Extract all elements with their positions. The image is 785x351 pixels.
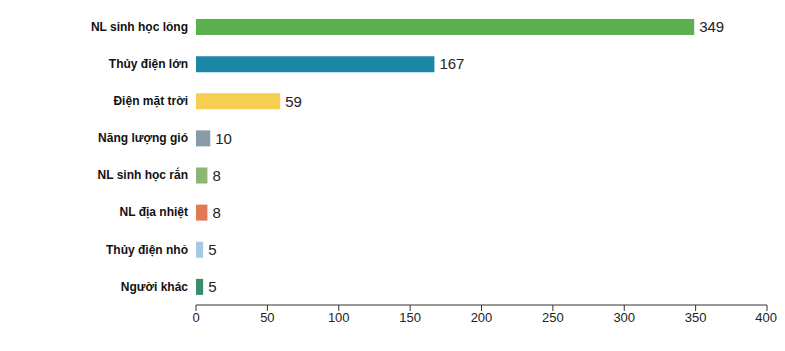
svg-text:NL sinh học rắn: NL sinh học rắn: [98, 167, 188, 182]
svg-text:8: 8: [212, 204, 220, 221]
svg-text:300: 300: [613, 310, 635, 325]
svg-text:100: 100: [328, 310, 350, 325]
svg-text:8: 8: [212, 167, 220, 184]
svg-text:349: 349: [699, 18, 724, 35]
svg-text:350: 350: [685, 310, 707, 325]
svg-text:150: 150: [399, 310, 421, 325]
svg-text:Thủy điện nhỏ: Thủy điện nhỏ: [106, 243, 188, 257]
svg-text:0: 0: [192, 310, 199, 325]
svg-text:250: 250: [542, 310, 564, 325]
svg-text:200: 200: [471, 310, 493, 325]
svg-text:10: 10: [215, 130, 232, 147]
svg-text:Người khác: Người khác: [121, 280, 189, 294]
svg-text:Điện mặt trời: Điện mặt trời: [113, 94, 188, 108]
svg-text:50: 50: [260, 310, 274, 325]
svg-text:5: 5: [208, 278, 216, 295]
svg-text:Năng lượng gió: Năng lượng gió: [98, 131, 188, 145]
svg-text:167: 167: [439, 55, 464, 72]
svg-text:Thủy điện lớn: Thủy điện lớn: [109, 57, 188, 71]
svg-text:400: 400: [755, 310, 777, 325]
svg-text:59: 59: [285, 93, 302, 110]
svg-text:NL địa nhiệt: NL địa nhiệt: [120, 205, 188, 219]
svg-text:NL sinh học lỏng: NL sinh học lỏng: [91, 20, 188, 34]
svg-text:5: 5: [208, 241, 216, 258]
